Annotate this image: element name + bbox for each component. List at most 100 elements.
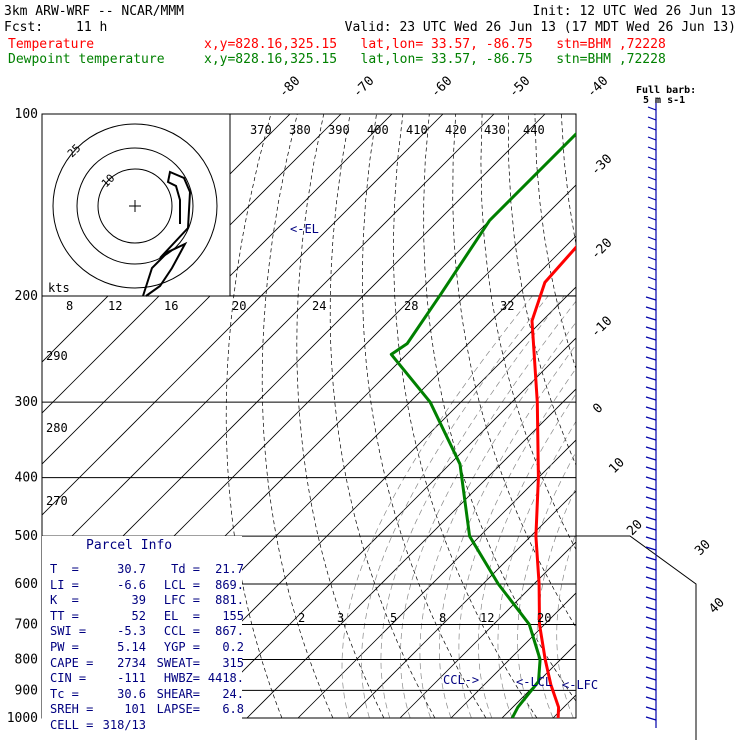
parcel-value: 867. xyxy=(215,624,244,639)
wind-barb xyxy=(647,216,657,221)
mixing-ratio-label: 12 xyxy=(480,611,494,625)
dry-adiabat xyxy=(720,114,740,718)
parcel-label: YGP = xyxy=(163,639,200,654)
hodograph-trace xyxy=(142,170,192,297)
parcel-label: SWI = xyxy=(50,624,87,639)
dry-adiabat xyxy=(362,114,487,718)
wind-barb xyxy=(645,596,657,601)
parcel-label: T = xyxy=(50,562,79,576)
temperature-tick-label: 0 xyxy=(590,401,606,417)
dry-adiabat xyxy=(667,114,740,718)
wind-barb xyxy=(645,656,657,661)
wind-barb xyxy=(645,456,657,461)
hodograph-box xyxy=(41,113,231,297)
dry-adiabat xyxy=(452,114,576,628)
wind-barb xyxy=(645,506,657,511)
pressure-tick-label: 100 xyxy=(15,107,38,122)
parcel-label: CCL = xyxy=(163,624,200,639)
wind-barb xyxy=(645,666,657,671)
parcel-label: LAPSE= xyxy=(156,702,200,717)
wind-barb xyxy=(647,266,657,271)
parcel-label: LI = xyxy=(50,577,79,592)
temperature-tick-label: 40 xyxy=(706,595,728,617)
wind-barb xyxy=(645,346,657,351)
mixing-ratio-label: 3 xyxy=(337,611,344,625)
wind-barb xyxy=(647,236,657,241)
parcel-value: 5.14 xyxy=(117,639,146,654)
hodograph-kts-label: kts xyxy=(48,281,70,295)
isotherm-line xyxy=(42,114,495,567)
theta-label: 440 xyxy=(523,123,545,137)
parcel-row: SWI = -5.3 CCL = 867. xyxy=(50,624,244,640)
parcel-value xyxy=(200,718,244,734)
parcel-label: SWEAT= xyxy=(156,655,200,670)
wind-barb xyxy=(645,716,657,721)
wind-barb xyxy=(645,566,657,571)
parcel-value: 39 xyxy=(131,593,146,608)
wind-barb xyxy=(645,586,657,591)
wind-barb xyxy=(645,376,657,381)
hodograph-ring xyxy=(76,147,194,265)
wind-barb xyxy=(645,476,657,481)
theta-label: 410 xyxy=(406,123,428,137)
parcel-label: SREH = xyxy=(50,702,94,717)
wind-barb xyxy=(647,116,657,121)
parcel-value: 4418. xyxy=(207,671,244,686)
parcel-value: -6.6 xyxy=(117,577,146,592)
wind-barb xyxy=(647,256,657,261)
parcel-value: 24. xyxy=(222,686,244,701)
wind-barb xyxy=(645,706,657,711)
wind-barb xyxy=(645,296,657,301)
isotherm-line xyxy=(655,114,740,718)
moist-adiabat xyxy=(536,486,576,718)
hodograph-speed-label: 8 xyxy=(66,299,73,313)
parcel-label: LFC = xyxy=(163,593,200,608)
temperature-tick-label: -70 xyxy=(350,74,377,101)
pressure-tick-label: 700 xyxy=(15,617,38,632)
isotherm-line xyxy=(450,592,576,718)
parcel-value: 6.8 xyxy=(222,702,244,717)
moist-adiabat xyxy=(458,367,576,718)
isotherm-line xyxy=(42,114,546,618)
parcel-info-title: Parcel Info xyxy=(86,538,173,553)
wind-barb xyxy=(645,336,657,341)
wind-barb xyxy=(645,496,657,501)
wind-barb xyxy=(645,446,657,451)
parcel-value: 21.7 xyxy=(215,562,244,576)
model-title: 3km ARW-WRF -- NCAR/MMM xyxy=(4,4,185,19)
wind-barb xyxy=(647,196,657,201)
wind-barb xyxy=(647,286,657,291)
dry-adiabat xyxy=(614,114,740,718)
parcel-value: 30.6 xyxy=(117,686,146,701)
temperature-tick-label: -80 xyxy=(276,74,303,101)
wind-barb xyxy=(647,146,657,151)
parcel-label: K = xyxy=(50,593,79,608)
hodograph-ring xyxy=(52,123,218,289)
moist-adiabat xyxy=(478,393,576,718)
parcel-label: SHEAR= xyxy=(156,686,200,701)
parcel-label: HWBZ= xyxy=(163,671,200,686)
temperature-profile xyxy=(530,245,576,718)
isotherm-line xyxy=(604,114,740,718)
wind-barb xyxy=(647,226,657,231)
temperature-tick-label: 30 xyxy=(692,537,714,559)
dry-adiabat xyxy=(296,114,385,718)
hodograph-speed-label: 32 xyxy=(500,299,514,313)
forecast-hour: 11 h xyxy=(76,20,108,35)
dry-adiabat xyxy=(480,114,576,551)
isotherm-line xyxy=(42,114,444,516)
temperature-tick-label: -50 xyxy=(506,74,533,101)
wind-barb xyxy=(647,136,657,141)
isotherm-line xyxy=(297,439,576,718)
theta-label: 400 xyxy=(367,123,389,137)
wind-barb xyxy=(645,316,657,321)
theta-label: 420 xyxy=(445,123,467,137)
isotherm-line xyxy=(42,114,342,414)
wind-barb xyxy=(647,106,657,111)
wind-barb xyxy=(645,536,657,541)
wind-barb xyxy=(645,696,657,701)
ccl-label: CCL-> xyxy=(443,673,479,687)
wind-barb xyxy=(645,626,657,631)
parcel-label: EL = xyxy=(163,608,200,623)
